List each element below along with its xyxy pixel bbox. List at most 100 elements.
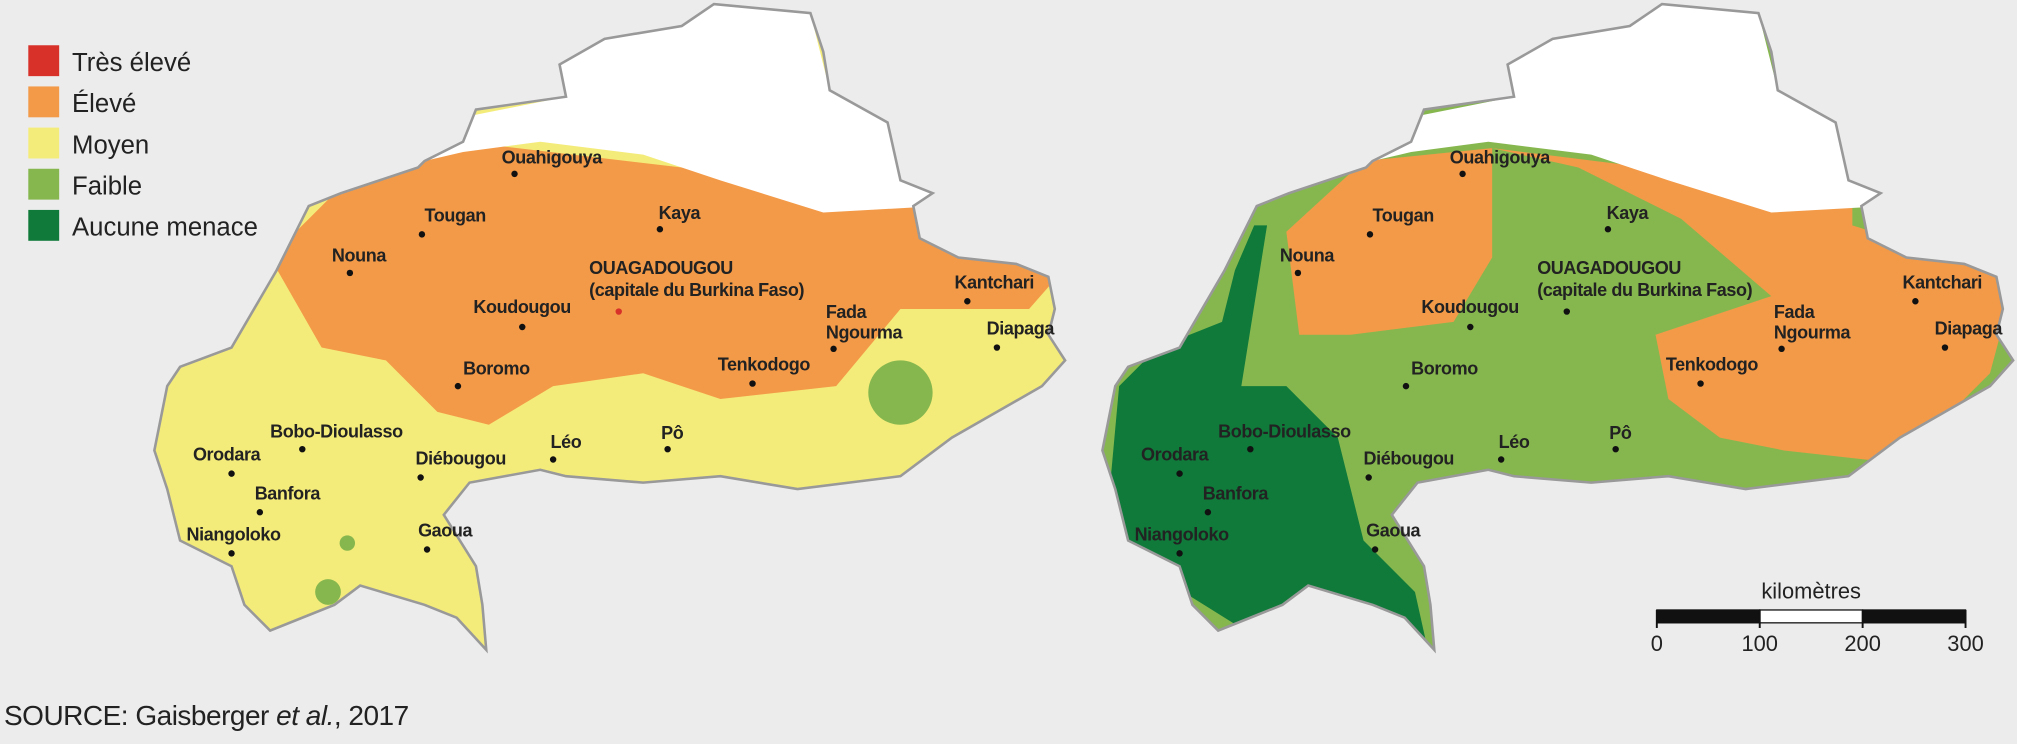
legend-label: Très élevé	[72, 49, 191, 77]
city-dot	[993, 344, 1001, 351]
region	[1492, 148, 2014, 464]
region	[1286, 148, 1493, 335]
city-dot	[1563, 308, 1570, 315]
border	[1101, 2, 2015, 654]
city-label: Kaya	[659, 203, 702, 223]
city-label: Gaoua	[418, 521, 473, 541]
city-dot	[1467, 323, 1474, 331]
city-dot	[1402, 382, 1410, 390]
city-dot	[1912, 298, 1919, 305]
map-1	[1102, 4, 2014, 650]
city-label: Diébougou	[415, 449, 506, 469]
city-label: Niangoloko	[1135, 525, 1230, 545]
legend-swatch	[28, 86, 60, 118]
city-label: Koudougou	[1421, 297, 1519, 317]
city-label: Fada	[826, 302, 868, 322]
legend-label: Moyen	[72, 131, 149, 159]
city-dot	[454, 382, 462, 390]
source-emphasis: et al.	[276, 700, 334, 731]
legend-swatch	[28, 209, 60, 241]
city-label: Kantchari	[1903, 272, 1983, 292]
city-label: Koudougou	[473, 297, 571, 317]
city-label: Diapaga	[987, 319, 1056, 339]
city-label: Nouna	[332, 245, 387, 265]
city-label: Niangoloko	[187, 525, 282, 545]
region	[339, 535, 356, 551]
city-dot	[615, 308, 622, 315]
region	[1372, 4, 1888, 213]
region	[270, 141, 1058, 425]
city-dot	[519, 323, 526, 331]
region	[315, 579, 341, 605]
city-label: Tenkodogo	[1666, 355, 1759, 375]
city-label: Boromo	[1411, 359, 1478, 379]
city-dot	[1247, 445, 1254, 453]
legend-swatch	[28, 127, 60, 159]
source-suffix: , 2017	[333, 700, 409, 731]
city-dot	[1612, 445, 1619, 453]
city-label: Orodara	[193, 445, 262, 465]
scale-segment	[1656, 609, 1761, 624]
city-label: Ouahigouya	[502, 148, 604, 168]
city-label: Bobo-Dioulasso	[270, 422, 403, 442]
city-label: Banfora	[255, 483, 322, 503]
city-dot	[511, 170, 518, 178]
city-label: Diébougou	[1364, 449, 1455, 469]
city-dot	[1365, 474, 1372, 481]
city-dot	[418, 231, 426, 238]
city-dot	[1497, 456, 1505, 463]
city-label: Pô	[661, 423, 684, 443]
city-dot	[1459, 170, 1466, 178]
map-0	[154, 4, 1066, 650]
city-label: Ngourma	[826, 323, 904, 343]
city-label: Gaoua	[1366, 521, 1421, 541]
legend-label: Aucune menace	[72, 214, 258, 242]
city-dot	[346, 269, 354, 277]
city-dot	[423, 546, 431, 553]
city-dot	[228, 470, 235, 477]
city-label: Kantchari	[954, 272, 1034, 292]
city-label: Léo	[551, 432, 582, 452]
city-label: (capitale du Burkina Faso)	[1537, 280, 1752, 300]
city-label: Léo	[1499, 432, 1530, 452]
city-dot	[1176, 470, 1183, 477]
region	[868, 360, 933, 425]
city-label: Tougan	[424, 205, 485, 225]
city-label: Diapaga	[1935, 319, 2004, 339]
city-dot	[228, 550, 235, 557]
city-label: Ngourma	[1774, 323, 1852, 343]
city-dot	[1697, 380, 1704, 387]
legend-label: Élevé	[72, 89, 136, 118]
scale-tick-label: 200	[1844, 631, 1880, 656]
city-dot	[664, 445, 671, 453]
scale-tick-label: 100	[1741, 631, 1777, 656]
city-dot	[1604, 225, 1612, 233]
city-dot	[256, 508, 264, 516]
region	[1106, 225, 1428, 650]
city-label: Nouna	[1280, 245, 1335, 265]
city-label: Kaya	[1607, 203, 1650, 223]
city-dot	[1204, 508, 1212, 516]
city-dot	[1176, 550, 1183, 557]
region	[424, 4, 940, 213]
city-dot	[1778, 345, 1785, 353]
city-label: Ouahigouya	[1450, 148, 1552, 168]
legend-swatch	[28, 168, 60, 200]
city-dot	[1941, 344, 1949, 351]
source: SOURCE: Gaisberger et al., 2017	[4, 700, 409, 732]
scale-tick-label: 0	[1651, 631, 1663, 656]
city-dot	[299, 445, 306, 453]
scale-title: kilomètres	[1761, 578, 1861, 603]
city-label: Fada	[1774, 302, 1816, 322]
city-dot	[417, 474, 424, 481]
city-dot	[656, 225, 664, 233]
city-label: OUAGADOUGOU	[1537, 258, 1681, 278]
city-label: Tougan	[1373, 205, 1434, 225]
city-dot	[1294, 269, 1302, 277]
city-label: Banfora	[1203, 483, 1270, 503]
city-label: Boromo	[463, 359, 530, 379]
city-dot	[964, 298, 971, 305]
scale-segment	[1861, 609, 1967, 624]
